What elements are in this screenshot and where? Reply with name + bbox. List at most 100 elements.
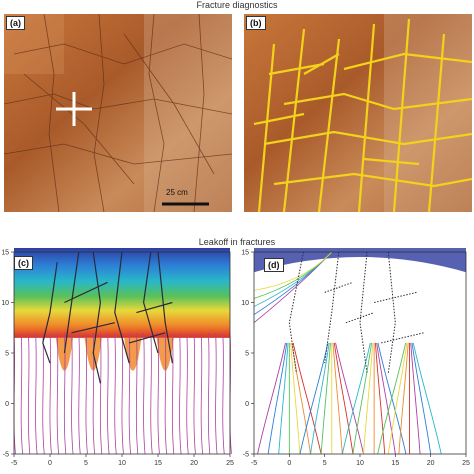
streamline — [292, 342, 322, 455]
streamline — [207, 332, 211, 455]
streamline — [411, 342, 432, 455]
streamline — [374, 342, 386, 455]
streamline — [99, 332, 103, 455]
c-xtick-label: 5 — [84, 460, 88, 467]
streamline — [352, 342, 373, 455]
chart-panel-d: -5 0 5 10 15 20 25 -5 0 5 10 15 (d) — [240, 248, 474, 474]
streamline — [164, 332, 168, 455]
streamline — [363, 342, 374, 455]
panel-label-b: (b) — [246, 16, 266, 30]
title-leakoff-in-fractures: Leakoff in fractures — [198, 237, 276, 247]
streamline — [42, 332, 45, 455]
streamline — [186, 332, 189, 455]
c-ytick-label: -5 — [3, 452, 9, 459]
streamline — [200, 332, 204, 455]
streamline — [377, 342, 407, 455]
fracture-segment — [345, 312, 375, 324]
d-xtick-label: -5 — [251, 460, 257, 467]
fracture-segment — [387, 251, 396, 374]
fracture-segment — [359, 251, 368, 374]
streamline — [333, 342, 354, 455]
streamline — [387, 342, 408, 455]
streamline — [222, 332, 225, 455]
panel-label-c: (c) — [14, 256, 33, 270]
streamline — [267, 342, 288, 455]
fracture-segment — [381, 332, 424, 344]
d-xtick-label: 0 — [287, 460, 291, 467]
c-ytick-label: 10 — [2, 300, 9, 307]
d-xtick-label: 15 — [391, 460, 399, 467]
streamline — [135, 332, 139, 455]
fracture-segment — [157, 251, 173, 364]
streamline — [179, 332, 182, 455]
streamline — [20, 332, 24, 455]
streamline — [299, 342, 329, 455]
fracture-traces — [253, 18, 472, 212]
photo-panel-b: (b) — [244, 14, 472, 212]
title-fracture-diagnostics: Fracture diagnostics — [196, 0, 278, 10]
streamline — [171, 332, 175, 455]
d-ytick-label: 5 — [245, 351, 249, 358]
streamline — [257, 342, 286, 455]
top-injection-band — [254, 248, 466, 273]
d-ytick-label: 15 — [241, 250, 249, 257]
streamline — [49, 332, 52, 455]
rock-photo-a — [4, 14, 232, 212]
d-ytick-label: 0 — [245, 401, 249, 408]
c-xtick-label: 20 — [190, 460, 198, 467]
fracture-segment — [71, 322, 115, 334]
panel-label-a: (a) — [6, 16, 25, 30]
rock-photo-b — [244, 14, 472, 212]
fracture-segment — [92, 251, 102, 384]
d-xtick-label: 20 — [427, 460, 435, 467]
d-ytick-label: 10 — [241, 300, 249, 307]
streamline — [27, 332, 31, 455]
streamline — [376, 342, 396, 455]
c-ytick-label: 15 — [2, 250, 9, 257]
chart-panel-c: -5 0 5 10 15 20 25 -5 0 5 10 15 (c) — [2, 248, 236, 474]
streamline — [332, 342, 343, 455]
streamlines-d: -5 0 5 10 15 20 25 -5 0 5 10 15 — [241, 248, 470, 467]
c-ytick-label: 0 — [5, 401, 9, 408]
leakoff-color-band — [14, 248, 230, 338]
leakoff-heatmap-c: -5 0 5 10 15 20 25 -5 0 5 10 15 — [2, 248, 234, 467]
streamline — [320, 342, 331, 455]
c-xtick-label: 0 — [48, 460, 52, 467]
d-xtick-label: 5 — [323, 460, 327, 467]
streamline — [56, 332, 60, 455]
d-ytick-label: -5 — [243, 452, 249, 459]
panel-label-d: (d) — [264, 258, 284, 272]
streamline — [335, 342, 364, 455]
photo-panel-a: (a) 25 cm — [4, 14, 232, 212]
streamline — [341, 342, 371, 455]
streamline — [107, 332, 110, 455]
streamline — [150, 332, 153, 455]
fracture-segment — [324, 281, 354, 293]
fracture-segment — [374, 291, 417, 303]
streamline — [215, 332, 218, 455]
c-ytick-label: 5 — [5, 351, 9, 358]
fracture-segment — [129, 332, 166, 344]
streamline — [310, 342, 330, 455]
streamline — [114, 332, 117, 455]
streamline — [121, 332, 124, 455]
streamline — [85, 332, 88, 455]
fracture-segment — [64, 281, 108, 304]
streamline — [290, 342, 301, 455]
streamline — [278, 342, 289, 455]
fracture-segment — [63, 251, 80, 354]
streamline — [410, 342, 421, 455]
c-xtick-label: -5 — [11, 460, 17, 467]
fracture-segment — [114, 251, 130, 364]
c-xtick-label: 15 — [154, 460, 162, 467]
fracture-segment — [42, 262, 58, 364]
leakoff-plume — [55, 337, 74, 371]
c-xtick-label: 25 — [226, 460, 234, 467]
streamline — [412, 342, 442, 455]
scale-bar-label: 25 cm — [166, 188, 188, 197]
streamline — [71, 332, 74, 455]
streamline — [128, 332, 132, 455]
streamline — [193, 332, 196, 455]
fracture-segment — [136, 301, 173, 314]
d-xtick-label: 25 — [462, 460, 470, 467]
